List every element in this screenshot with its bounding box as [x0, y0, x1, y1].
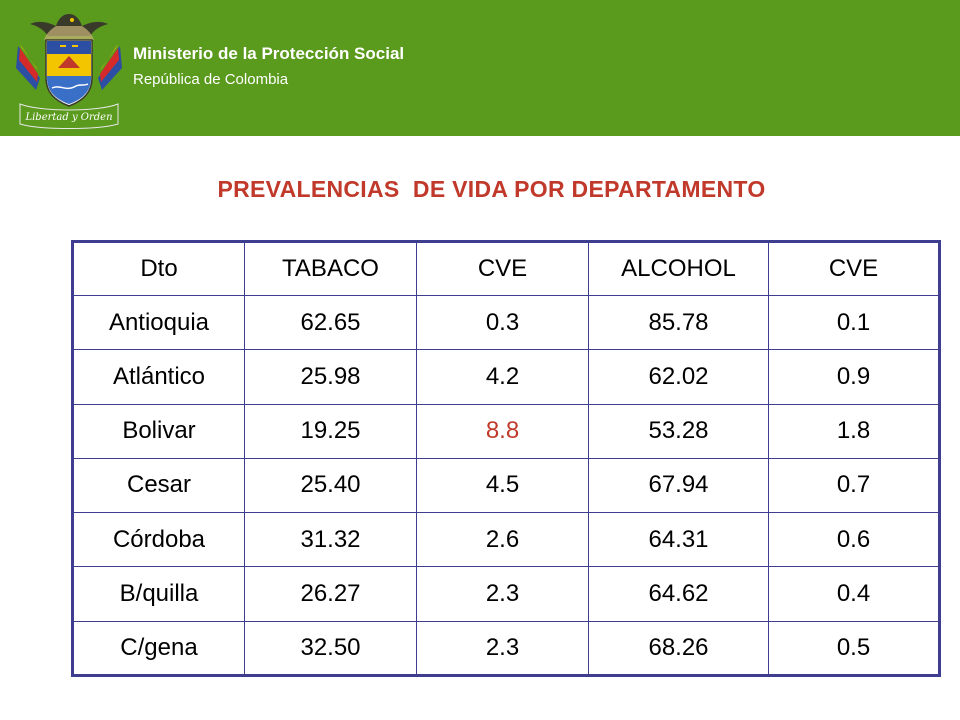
table-cell: 0.9 [768, 349, 940, 405]
colombia-coat-of-arms-logo: Libertad y Orden [10, 8, 128, 130]
table-row: B/quilla 26.27 2.3 64.62 0.4 [72, 566, 940, 622]
table-cell: 85.78 [588, 294, 769, 351]
table-cell: 2.3 [416, 566, 589, 622]
table-cell: Bolivar [72, 403, 245, 459]
table-cell: 64.31 [588, 512, 769, 568]
table-cell: 2.6 [416, 512, 589, 568]
table-cell: Antioquia [72, 294, 245, 351]
header-banner: Libertad y Orden Ministerio de la Protec… [0, 0, 960, 136]
table-cell: 19.25 [244, 403, 417, 459]
table-header-row: Dto TABACO CVE ALCOHOL CVE [72, 241, 940, 296]
ministry-name: Ministerio de la Protección Social [133, 44, 405, 63]
table-cell: 0.1 [768, 294, 940, 351]
table-cell: 2.3 [416, 620, 589, 677]
table-cell: Atlántico [72, 349, 245, 405]
table-cell: 1.8 [768, 403, 940, 459]
table-cell: 67.94 [588, 457, 769, 514]
table-cell: 26.27 [244, 566, 417, 622]
table-cell: 32.50 [244, 620, 417, 677]
table-cell: 25.40 [244, 457, 417, 514]
table-cell: 0.3 [416, 294, 589, 351]
table-cell: 4.2 [416, 349, 589, 405]
table-cell: 62.65 [244, 294, 417, 351]
table-cell: 25.98 [244, 349, 417, 405]
slide-title-text: PREVALENCIAS DE VIDA POR DEPARTAMENTO [217, 176, 766, 202]
table-header-cell: CVE [416, 241, 589, 296]
prevalence-table: Dto TABACO CVE ALCOHOL CVE Antioquia 62.… [71, 240, 941, 677]
slide-title: PREVALENCIAS DE VIDA POR DEPARTAMENTO [0, 176, 960, 203]
table-header-cell: ALCOHOL [588, 241, 769, 296]
table-header-cell: CVE [768, 241, 940, 296]
table-cell: C/gena [72, 620, 245, 677]
table-cell: 0.4 [768, 566, 940, 622]
table-header-cell: Dto [72, 241, 245, 296]
table-cell: 0.6 [768, 512, 940, 568]
table-row: Córdoba 31.32 2.6 64.31 0.6 [72, 512, 940, 568]
table-cell: B/quilla [72, 566, 245, 622]
table-cell: 64.62 [588, 566, 769, 622]
table-row: C/gena 32.50 2.3 68.26 0.5 [72, 620, 940, 677]
table-row: Antioquia 62.65 0.3 85.78 0.1 [72, 294, 940, 351]
table-cell: Córdoba [72, 512, 245, 568]
table-row: Atlántico 25.98 4.2 62.02 0.9 [72, 349, 940, 405]
table-cell-highlighted: 8.8 [416, 403, 589, 459]
table-cell: 68.26 [588, 620, 769, 677]
table-header-cell: TABACO [244, 241, 417, 296]
table-cell: 31.32 [244, 512, 417, 568]
republic-name: República de Colombia [133, 71, 289, 88]
table-cell: 4.5 [416, 457, 589, 514]
table-cell: 0.7 [768, 457, 940, 514]
table-cell: 62.02 [588, 349, 769, 405]
table-cell: 53.28 [588, 403, 769, 459]
table-cell: Cesar [72, 457, 245, 514]
table-cell: 0.5 [768, 620, 940, 677]
table-row: Bolivar 19.25 8.8 53.28 1.8 [72, 403, 940, 459]
emblem-motto: Libertad y Orden [24, 112, 112, 123]
table-row: Cesar 25.40 4.5 67.94 0.7 [72, 457, 940, 514]
